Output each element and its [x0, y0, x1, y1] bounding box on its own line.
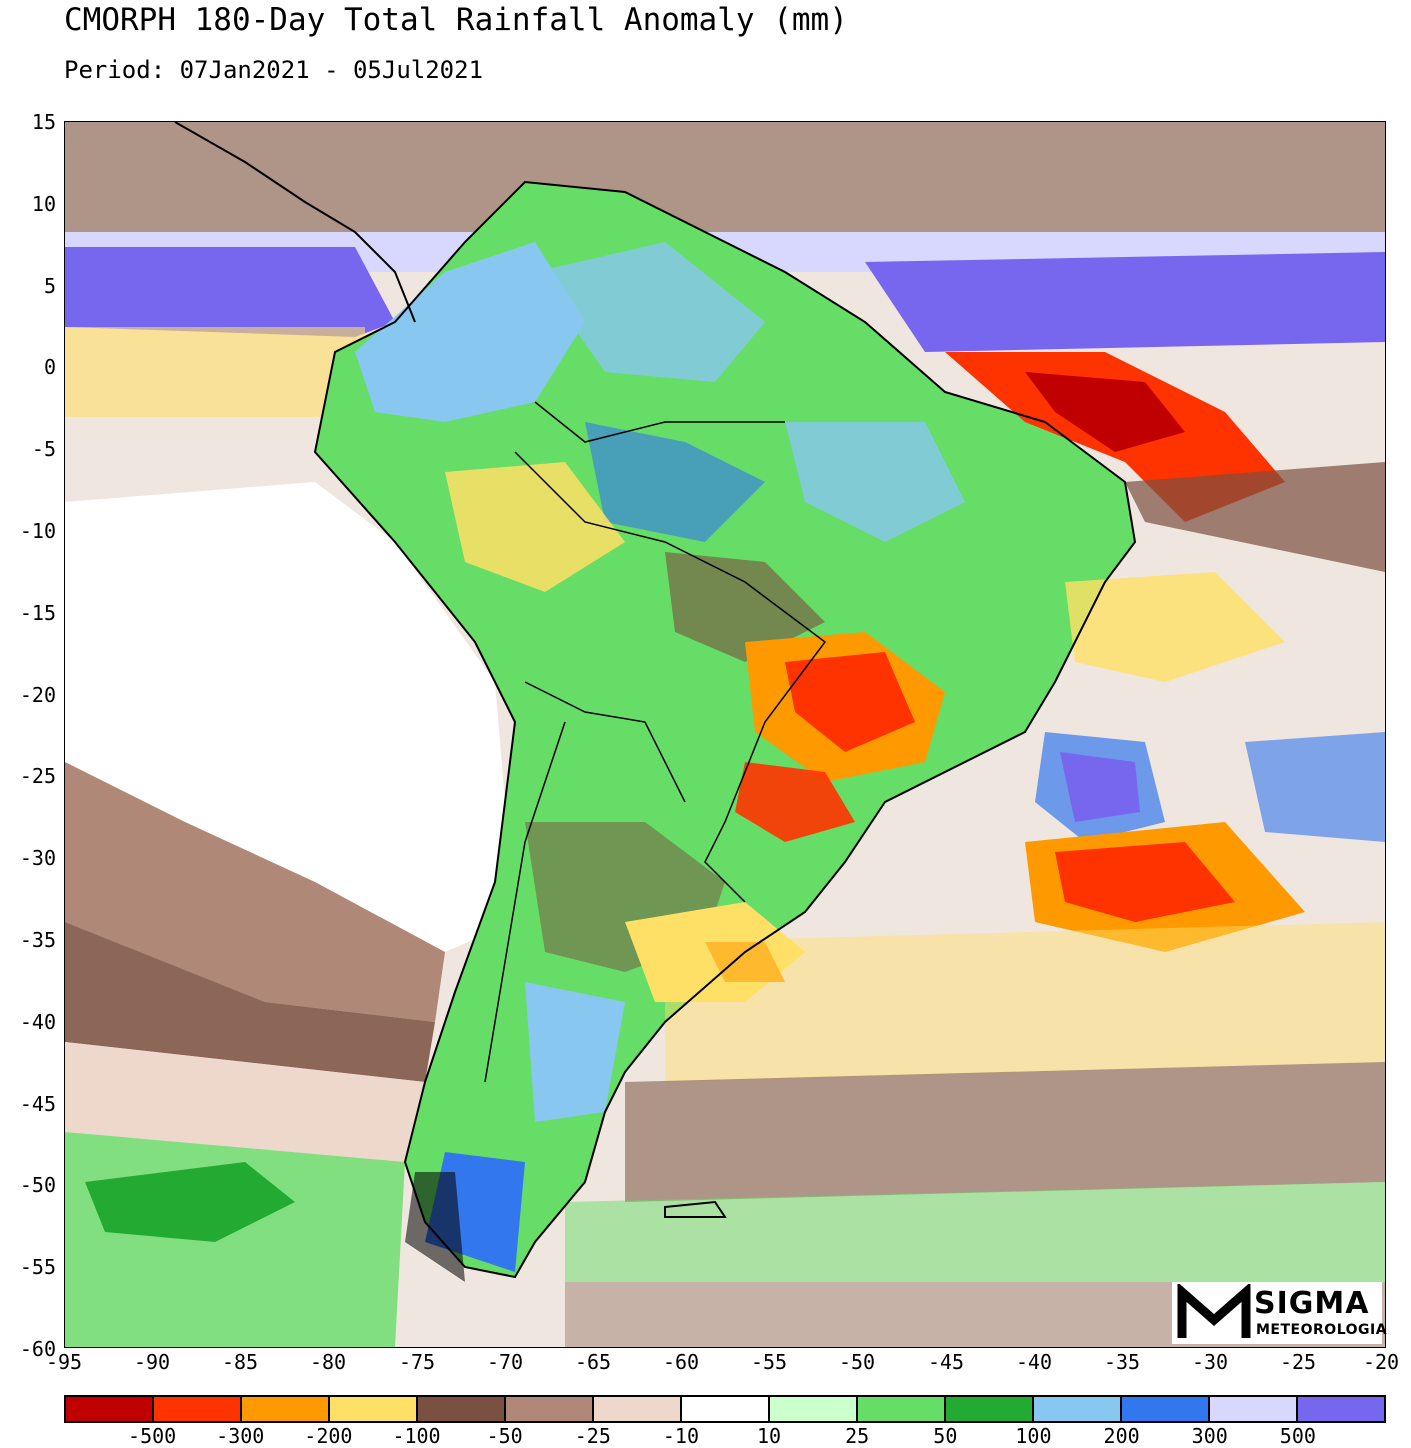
lat-label: -30 — [19, 846, 56, 870]
lat-label: 0 — [43, 355, 56, 379]
legend-label: 100 — [1015, 1424, 1052, 1448]
lon-label: -35 — [1103, 1350, 1141, 1374]
legend-label: -500 — [128, 1424, 177, 1448]
legend-swatch — [506, 1397, 594, 1421]
legend-swatch — [242, 1397, 330, 1421]
lon-label: -80 — [309, 1350, 347, 1374]
lon-label: -30 — [1191, 1350, 1229, 1374]
legend-swatch — [594, 1397, 682, 1421]
lon-label: -70 — [486, 1350, 524, 1374]
legend-swatch — [154, 1397, 242, 1421]
lat-label: -35 — [19, 928, 56, 952]
legend-swatch — [858, 1397, 946, 1421]
legend-swatch — [418, 1397, 506, 1421]
lat-label: 10 — [31, 192, 56, 216]
lat-label: -45 — [19, 1092, 56, 1116]
legend-label: -10 — [662, 1424, 699, 1448]
lat-label: -60 — [19, 1337, 56, 1361]
rainfall-anomaly-map — [64, 121, 1386, 1348]
lat-label: -40 — [19, 1010, 56, 1034]
lon-label: -40 — [1015, 1350, 1053, 1374]
logo-subtitle: METEOROLOGIA — [1256, 1322, 1388, 1338]
map-graphic — [65, 122, 1385, 1347]
legend-label: 50 — [933, 1424, 958, 1448]
legend-label: -50 — [486, 1424, 523, 1448]
lat-label: -50 — [19, 1173, 56, 1197]
lon-label: -20 — [1362, 1350, 1400, 1374]
legend-label: -25 — [574, 1424, 611, 1448]
lon-label: -65 — [574, 1350, 612, 1374]
legend-swatch — [946, 1397, 1034, 1421]
legend-swatch — [1210, 1397, 1298, 1421]
lon-label: -25 — [1279, 1350, 1317, 1374]
lon-label: -45 — [927, 1350, 965, 1374]
logo-name: SIGMA — [1254, 1286, 1370, 1321]
legend-label: 300 — [1191, 1424, 1228, 1448]
legend-label: -300 — [216, 1424, 265, 1448]
legend-label: 10 — [757, 1424, 782, 1448]
lat-label: 15 — [31, 110, 56, 134]
legend-label: 500 — [1279, 1424, 1316, 1448]
lon-label: -85 — [221, 1350, 259, 1374]
legend-swatch — [66, 1397, 154, 1421]
legend-swatch — [1034, 1397, 1122, 1421]
lat-label: 5 — [43, 274, 56, 298]
lon-label: -75 — [398, 1350, 436, 1374]
legend-colorbar — [64, 1395, 1386, 1423]
lon-label: -90 — [133, 1350, 171, 1374]
sigma-logo: SIGMA METEOROLOGIA — [1172, 1282, 1387, 1344]
legend-label: -100 — [392, 1424, 441, 1448]
lon-label: -50 — [838, 1350, 876, 1374]
lat-label: -10 — [19, 519, 56, 543]
lon-label: -95 — [45, 1350, 83, 1374]
legend-swatch — [770, 1397, 858, 1421]
legend-swatch — [1298, 1397, 1384, 1421]
lat-label: -5 — [31, 437, 56, 461]
map-title: CMORPH 180-Day Total Rainfall Anomaly (m… — [64, 2, 848, 38]
lat-label: -55 — [19, 1255, 56, 1279]
lon-label: -55 — [750, 1350, 788, 1374]
legend-label: -200 — [304, 1424, 353, 1448]
legend-label: 200 — [1103, 1424, 1140, 1448]
sigma-m-icon — [1177, 1284, 1251, 1338]
legend-swatch — [682, 1397, 770, 1421]
legend-swatch — [1122, 1397, 1210, 1421]
legend-label: 25 — [845, 1424, 870, 1448]
lat-label: -20 — [19, 683, 56, 707]
lon-label: -60 — [662, 1350, 700, 1374]
period-subtitle: Period: 07Jan2021 - 05Jul2021 — [64, 56, 484, 84]
legend-swatch — [330, 1397, 418, 1421]
lat-label: -15 — [19, 601, 56, 625]
lat-label: -25 — [19, 764, 56, 788]
